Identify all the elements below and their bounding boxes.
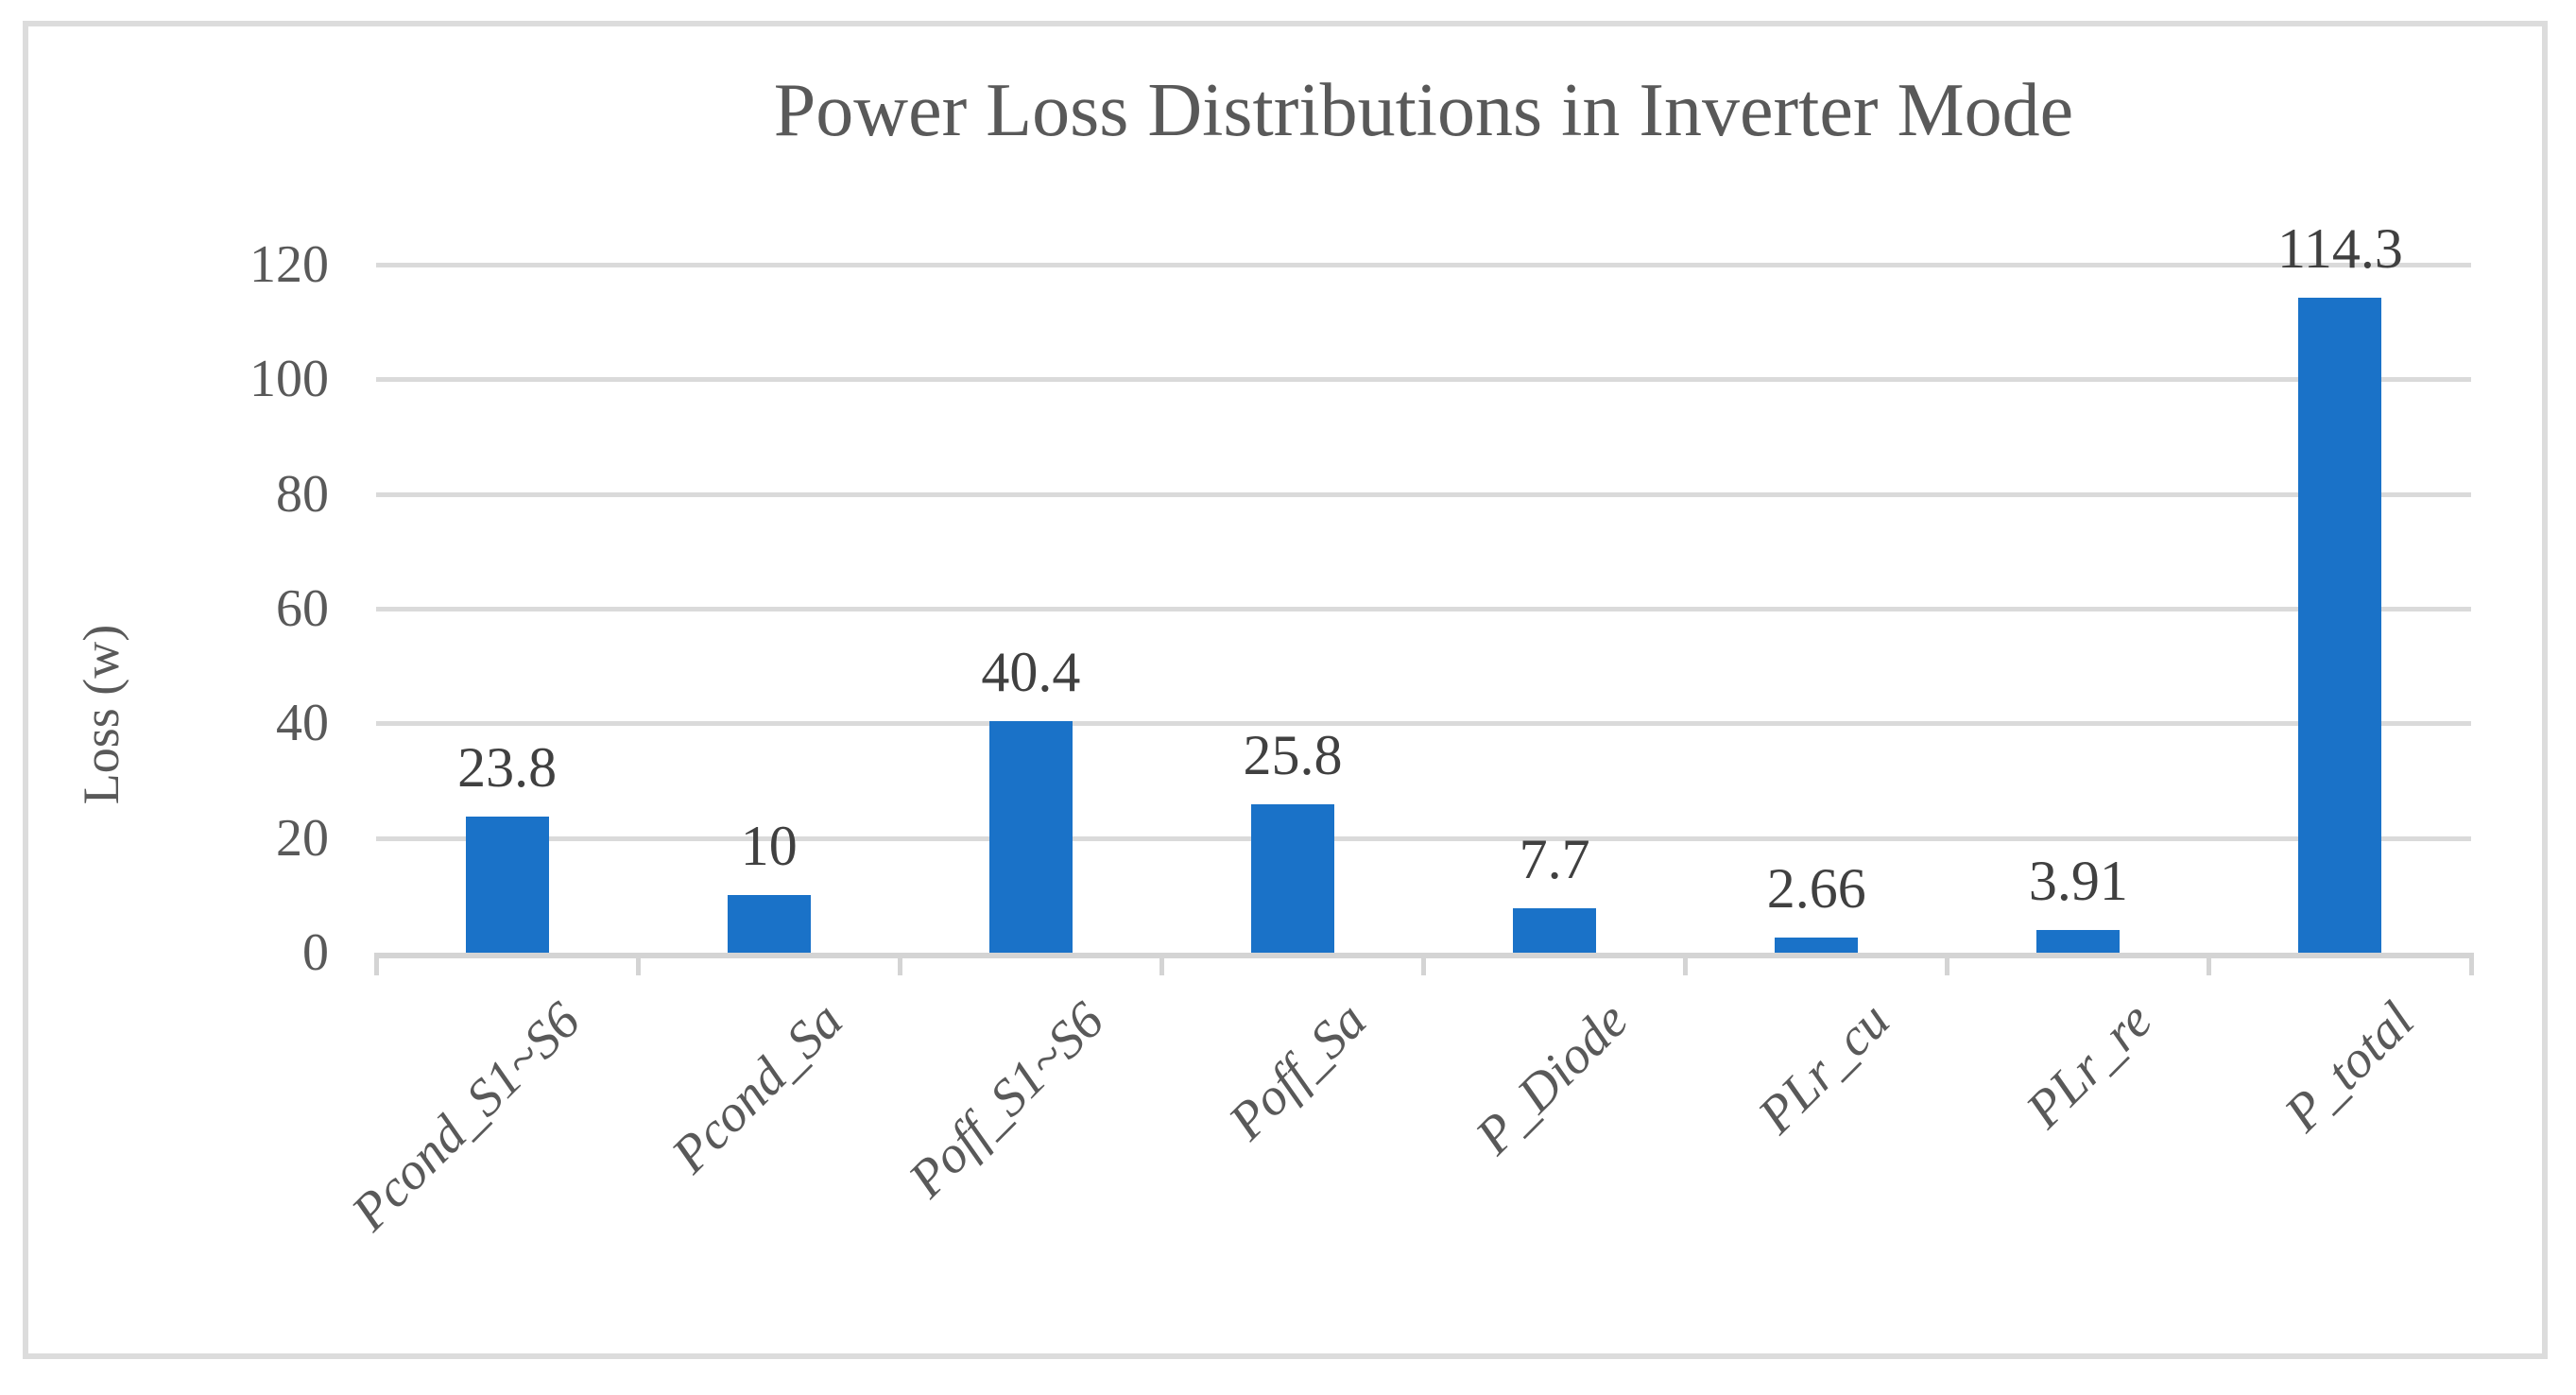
bar-value-label: 40.4 bbox=[981, 640, 1081, 703]
x-axis-tick bbox=[2207, 953, 2212, 975]
y-tick-label: 60 bbox=[276, 579, 329, 638]
x-axis-tick bbox=[2468, 953, 2474, 975]
gridline bbox=[376, 835, 2471, 841]
bar bbox=[1513, 908, 1597, 953]
bar bbox=[465, 816, 549, 953]
bar-value-label: 2.66 bbox=[1766, 856, 1866, 920]
bar bbox=[1250, 804, 1334, 953]
chart-frame-border bbox=[23, 21, 2548, 1359]
x-axis-tick bbox=[897, 953, 902, 975]
x-axis-tick bbox=[1945, 953, 1950, 975]
y-tick-label: 80 bbox=[276, 464, 329, 524]
bar bbox=[727, 895, 811, 953]
x-axis-tick bbox=[635, 953, 641, 975]
x-axis-tick bbox=[1159, 953, 1164, 975]
bar bbox=[1775, 937, 1859, 953]
bar-value-label: 114.3 bbox=[2277, 216, 2403, 280]
x-axis-tick bbox=[1683, 953, 1689, 975]
bar-value-label: 23.8 bbox=[457, 735, 558, 799]
x-axis-tick bbox=[1421, 953, 1426, 975]
y-tick-label: 120 bbox=[249, 235, 329, 294]
bar-value-label: 7.7 bbox=[1519, 828, 1590, 891]
bar bbox=[2298, 297, 2382, 953]
bar bbox=[988, 720, 1073, 953]
bar bbox=[2036, 930, 2121, 953]
gridline bbox=[376, 491, 2471, 497]
bar-value-label: 25.8 bbox=[1243, 724, 1343, 787]
y-tick-label: 100 bbox=[249, 350, 329, 409]
bar-value-label: 3.91 bbox=[2028, 850, 2128, 913]
gridline bbox=[376, 377, 2471, 383]
y-tick-label: 0 bbox=[302, 923, 329, 982]
y-tick-label: 20 bbox=[276, 808, 329, 868]
y-tick-label: 40 bbox=[276, 694, 329, 753]
gridline bbox=[376, 263, 2471, 267]
x-axis-tick bbox=[373, 953, 379, 975]
gridline bbox=[376, 607, 2471, 611]
gridline bbox=[376, 721, 2471, 727]
bar-value-label: 10 bbox=[740, 815, 798, 878]
chart-title: Power Loss Distributions in Inverter Mod… bbox=[773, 69, 2074, 152]
